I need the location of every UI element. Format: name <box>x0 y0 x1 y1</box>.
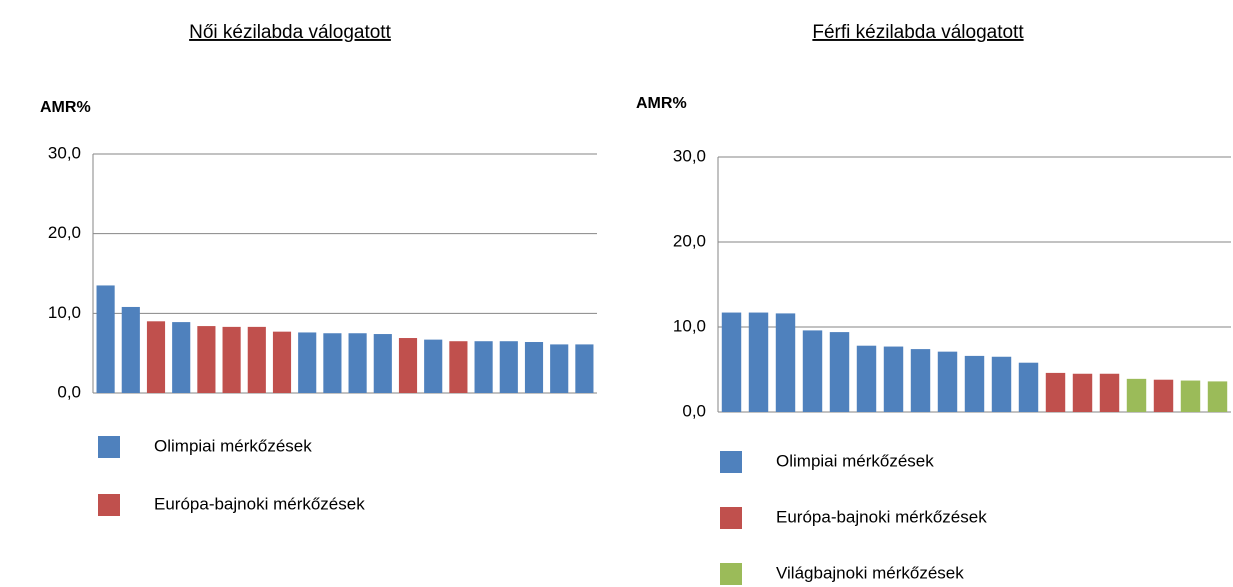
bar <box>910 349 931 412</box>
bar <box>1153 379 1174 412</box>
y-axis-label: AMR% <box>636 95 687 112</box>
bar <box>1180 380 1201 412</box>
bar <box>398 338 418 393</box>
bar <box>1018 362 1039 412</box>
bar <box>121 306 140 393</box>
bar <box>1207 381 1228 412</box>
bar <box>272 331 292 393</box>
y-tick-label: 20,0 <box>48 223 81 242</box>
bar <box>1072 373 1093 412</box>
bar <box>1099 373 1120 412</box>
legend-label: Olimpiai mérkőzések <box>154 436 312 455</box>
bar <box>937 351 958 412</box>
bar <box>721 312 742 412</box>
bar <box>323 333 342 393</box>
bar <box>1045 372 1066 412</box>
bar <box>964 355 985 412</box>
legend-swatch <box>98 494 120 516</box>
bar <box>829 332 850 412</box>
legend-swatch <box>720 563 742 585</box>
legend-label: Európa-bajnoki mérkőzések <box>776 507 987 526</box>
y-tick-label: 30,0 <box>673 146 706 165</box>
bar <box>499 341 518 393</box>
legend-label: Világbajnoki mérkőzések <box>776 563 964 582</box>
bar <box>575 344 594 393</box>
bar <box>883 346 904 412</box>
bar <box>748 312 769 412</box>
chart-title: Férfi kézilabda válogatott <box>812 22 1024 43</box>
bar <box>146 321 166 393</box>
bar <box>373 334 392 393</box>
bar <box>524 342 544 393</box>
bar <box>348 333 367 393</box>
bar <box>775 313 796 412</box>
bar <box>449 341 468 393</box>
y-tick-label: 20,0 <box>673 231 706 250</box>
bar <box>96 285 115 393</box>
bar <box>247 326 266 393</box>
bar <box>802 330 823 412</box>
bar <box>1126 378 1147 412</box>
legend-label: Európa-bajnoki mérkőzések <box>154 494 365 513</box>
y-tick-label: 10,0 <box>673 316 706 335</box>
bar <box>172 322 191 393</box>
y-tick-label: 0,0 <box>682 401 706 420</box>
bar <box>474 341 493 393</box>
bar <box>197 326 216 393</box>
bar <box>424 339 443 393</box>
y-tick-label: 10,0 <box>48 303 81 322</box>
legend-swatch <box>720 507 742 529</box>
bar <box>222 326 241 393</box>
legend-label: Olimpiai mérkőzések <box>776 451 934 470</box>
legend-swatch <box>98 436 120 458</box>
y-axis-label: AMR% <box>40 99 91 116</box>
bar <box>991 356 1012 412</box>
bar <box>298 332 317 393</box>
chart-title: Női kézilabda válogatott <box>189 22 391 43</box>
bar <box>856 345 877 412</box>
bar <box>550 344 569 393</box>
y-tick-label: 30,0 <box>48 143 81 162</box>
legend-swatch <box>720 451 742 473</box>
y-tick-label: 0,0 <box>57 382 81 401</box>
